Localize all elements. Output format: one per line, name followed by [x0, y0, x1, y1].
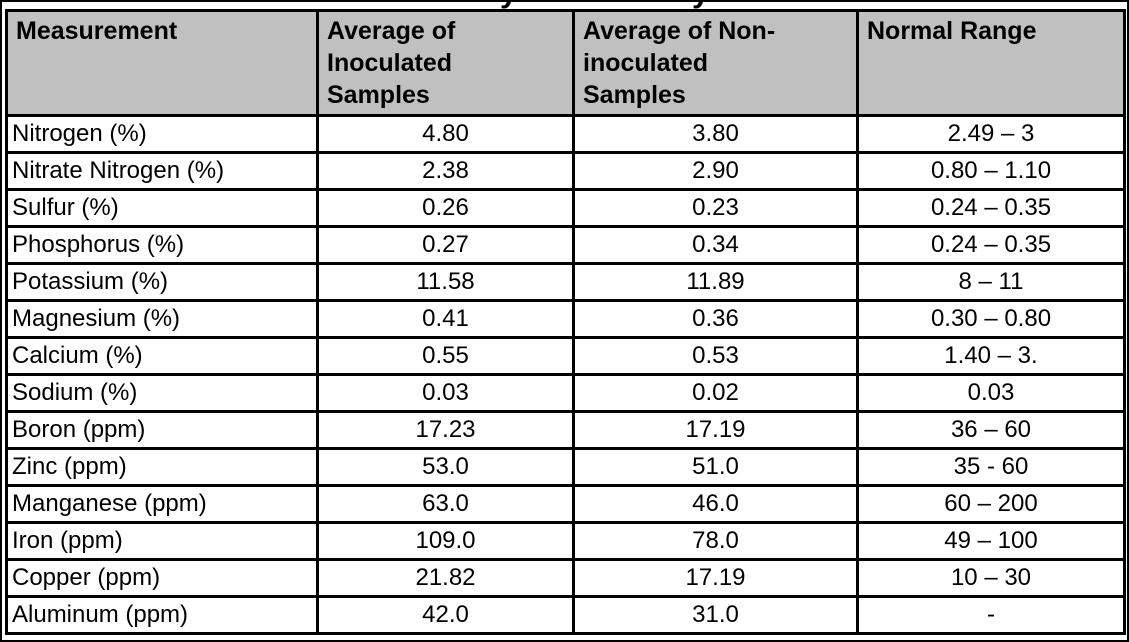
cell-non-inoculated: 31.0: [572, 595, 859, 635]
cell-normal-range: 0.80 – 1.10: [856, 151, 1126, 191]
cell-non-inoculated: 2.90: [572, 151, 859, 191]
cell-normal-range: 0.24 – 0.35: [856, 188, 1126, 228]
cell-measurement: Magnesium (%): [5, 299, 319, 339]
cell-inoculated: 0.27: [316, 225, 575, 265]
table-row: Sulfur (%) 0.26 0.23 0.24 – 0.35: [5, 188, 1126, 228]
table-row: Nitrate Nitrogen (%) 2.38 2.90 0.80 – 1.10: [5, 151, 1126, 191]
cell-inoculated: 63.0: [316, 484, 575, 524]
cell-non-inoculated: 0.36: [572, 299, 859, 339]
cell-normal-range: 0.24 – 0.35: [856, 225, 1126, 265]
cell-inoculated: 4.80: [316, 114, 575, 154]
cell-inoculated: 2.38: [316, 151, 575, 191]
header-line: Samples: [583, 81, 686, 109]
cell-measurement: Manganese (ppm): [5, 484, 319, 524]
cell-inoculated: 109.0: [316, 521, 575, 561]
table-row: Potassium (%) 11.58 11.89 8 – 11: [5, 262, 1126, 302]
table-row: Zinc (ppm) 53.0 51.0 35 - 60: [5, 447, 1126, 487]
cell-inoculated: 0.41: [316, 299, 575, 339]
cell-normal-range: 60 – 200: [856, 484, 1126, 524]
cell-inoculated: 53.0: [316, 447, 575, 487]
header-line: Samples: [327, 81, 430, 109]
cell-measurement: Zinc (ppm): [5, 447, 319, 487]
table-row: Boron (ppm) 17.23 17.19 36 – 60: [5, 410, 1126, 450]
cell-measurement: Phosphorus (%): [5, 225, 319, 265]
measurements-table: Measurement Average of Inoculated Samples Av…: [5, 9, 1126, 635]
table-body: Nitrogen (%) 4.80 3.80 2.49 – 3 Nitrate Nitr…: [5, 114, 1126, 635]
table-row: Copper (ppm) 21.82 17.19 10 – 30: [5, 558, 1126, 598]
column-header-avg-non-inoculated: Average of Non-inoculated Samples: [572, 9, 859, 117]
cell-non-inoculated: 0.34: [572, 225, 859, 265]
cell-inoculated: 21.82: [316, 558, 575, 598]
title-descender-glyph: y: [692, 0, 709, 9]
cell-non-inoculated: 11.89: [572, 262, 859, 302]
table-row: Iron (ppm) 109.0 78.0 49 – 100: [5, 521, 1126, 561]
cell-measurement: Nitrogen (%): [5, 114, 319, 154]
cell-measurement: Calcium (%): [5, 336, 319, 376]
cell-non-inoculated: 17.19: [572, 558, 859, 598]
cell-measurement: Sulfur (%): [5, 188, 319, 228]
cell-normal-range: 0.30 – 0.80: [856, 299, 1126, 339]
cell-normal-range: 8 – 11: [856, 262, 1126, 302]
cell-normal-range: 2.49 – 3: [856, 114, 1126, 154]
cell-measurement: Nitrate Nitrogen (%): [5, 151, 319, 191]
table-row: Sodium (%) 0.03 0.02 0.03: [5, 373, 1126, 413]
cell-inoculated: 0.26: [316, 188, 575, 228]
cell-normal-range: 49 – 100: [856, 521, 1126, 561]
cell-inoculated: 0.03: [316, 373, 575, 413]
cell-inoculated: 42.0: [316, 595, 575, 635]
cell-normal-range: 36 – 60: [856, 410, 1126, 450]
cell-non-inoculated: 0.23: [572, 188, 859, 228]
header-line: Normal Range: [867, 17, 1037, 45]
header-line: Measurement: [16, 17, 178, 45]
cell-measurement: Iron (ppm): [5, 521, 319, 561]
cell-normal-range: 10 – 30: [856, 558, 1126, 598]
table-row: Calcium (%) 0.55 0.53 1.40 – 3.: [5, 336, 1126, 376]
cell-measurement: Aluminum (ppm): [5, 595, 319, 635]
cell-non-inoculated: 46.0: [572, 484, 859, 524]
cell-measurement: Potassium (%): [5, 262, 319, 302]
header-row: Measurement Average of Inoculated Samples Av…: [5, 9, 1126, 117]
cell-measurement: Boron (ppm): [5, 410, 319, 450]
cell-non-inoculated: 0.02: [572, 373, 859, 413]
header-line: Inoculated: [327, 49, 453, 77]
cell-non-inoculated: 3.80: [572, 114, 859, 154]
cell-non-inoculated: 17.19: [572, 410, 859, 450]
cell-normal-range: 1.40 – 3.: [856, 336, 1126, 376]
clipped-title-text: yy: [0, 0, 1129, 9]
header-line: Average of Non-: [583, 17, 776, 45]
cell-non-inoculated: 0.53: [572, 336, 859, 376]
table-row: Magnesium (%) 0.41 0.36 0.30 – 0.80: [5, 299, 1126, 339]
cell-normal-range: -: [856, 595, 1126, 635]
cell-normal-range: 35 - 60: [856, 447, 1126, 487]
table-row: Phosphorus (%) 0.27 0.34 0.24 – 0.35: [5, 225, 1126, 265]
cell-non-inoculated: 78.0: [572, 521, 859, 561]
column-header-normal-range: Normal Range: [856, 9, 1126, 117]
header-line: Average of: [327, 17, 456, 45]
cell-non-inoculated: 51.0: [572, 447, 859, 487]
cell-measurement: Copper (ppm): [5, 558, 319, 598]
cell-inoculated: 11.58: [316, 262, 575, 302]
table-row: Nitrogen (%) 4.80 3.80 2.49 – 3: [5, 114, 1126, 154]
column-header-avg-inoculated: Average of Inoculated Samples: [316, 9, 575, 117]
cell-inoculated: 0.55: [316, 336, 575, 376]
cell-inoculated: 17.23: [316, 410, 575, 450]
cell-measurement: Sodium (%): [5, 373, 319, 413]
column-header-measurement: Measurement: [5, 9, 319, 117]
table-row: Aluminum (ppm) 42.0 31.0-: [5, 595, 1126, 635]
header-line: inoculated: [583, 49, 709, 77]
cell-normal-range: 0.03: [856, 373, 1126, 413]
table-row: Manganese (ppm) 63.0 46.0 60 – 200: [5, 484, 1126, 524]
title-descender-glyph: y: [500, 0, 517, 9]
